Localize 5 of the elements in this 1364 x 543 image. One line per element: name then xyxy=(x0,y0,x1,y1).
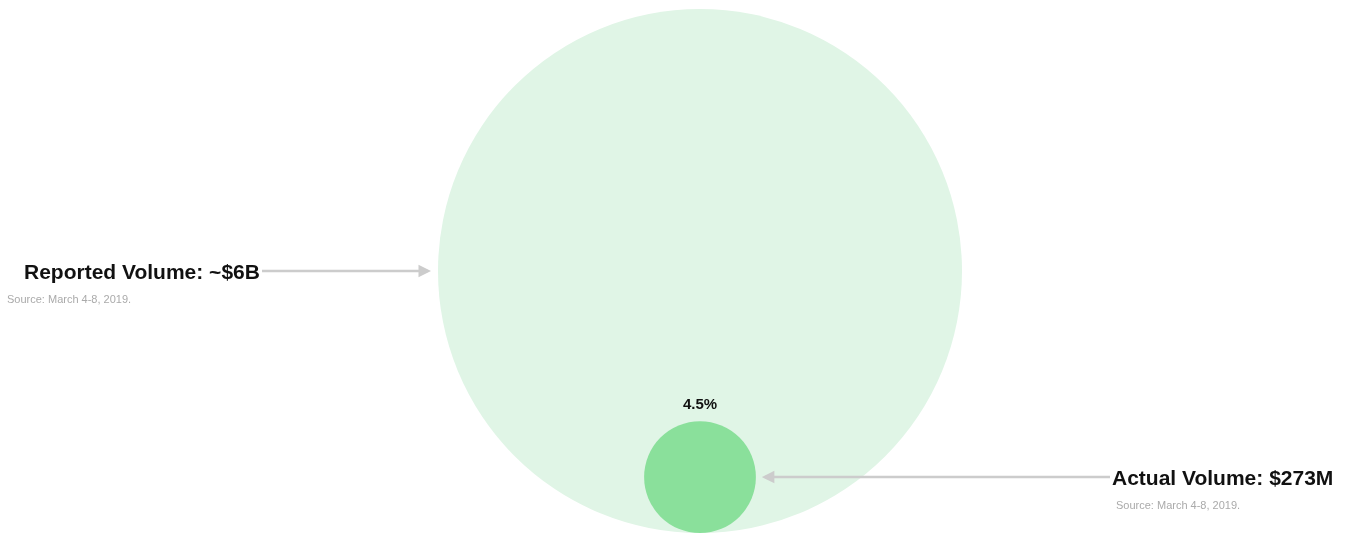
source-note: Source: March 4-8, 2019. xyxy=(7,293,132,305)
source-note: Source: March 4-8, 2019. xyxy=(1116,499,1241,511)
text: 4.5% xyxy=(683,395,718,412)
data-label: Actual Volume: $273M xyxy=(1112,466,1334,489)
data-label: Reported Volume: ~$6B xyxy=(24,260,260,283)
